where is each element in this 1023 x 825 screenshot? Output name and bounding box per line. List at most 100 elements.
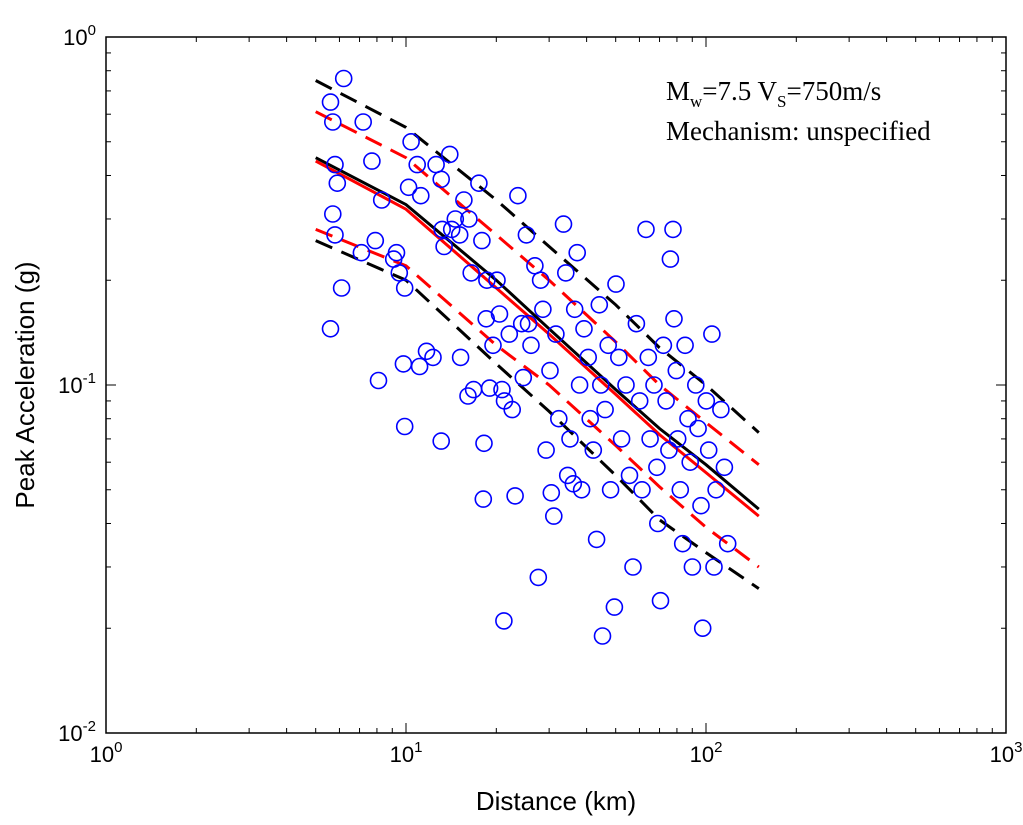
data-point (517, 226, 536, 244)
data-point (474, 490, 493, 508)
data-point (411, 186, 430, 205)
data-point (651, 591, 670, 610)
data-point (648, 458, 666, 477)
data-point (609, 348, 628, 367)
data-point (480, 379, 499, 397)
data-point (630, 392, 649, 410)
data-point (683, 558, 702, 576)
y-axis-title: Peak Acceleration (g) (10, 261, 40, 508)
data-point (477, 309, 496, 328)
data-point (446, 210, 465, 228)
data-point (587, 530, 606, 549)
data-point (641, 430, 659, 448)
data-point (547, 325, 565, 343)
y-tick-label: 10-2 (58, 718, 96, 746)
data-point (692, 496, 710, 515)
data-point (534, 300, 552, 319)
data-point (512, 314, 531, 333)
data-point (363, 152, 381, 170)
data-point (581, 409, 600, 428)
data-point (410, 357, 429, 376)
dashed-black-curve (315, 239, 760, 590)
data-point (332, 279, 351, 297)
data-point (679, 409, 697, 428)
plot-area-frame (105, 36, 1007, 734)
data-point (399, 178, 418, 197)
data-point (334, 69, 353, 88)
data-point (568, 243, 587, 262)
annotation-line-1: Mw=7.5 VS=750m/s (666, 76, 881, 111)
data-point (689, 419, 707, 438)
data-point (432, 432, 451, 450)
data-point (522, 336, 540, 355)
data-point (450, 226, 469, 244)
data-point (673, 534, 692, 553)
data-point (554, 215, 573, 233)
data-point (693, 619, 712, 638)
data-point (503, 400, 522, 419)
data-point (390, 264, 409, 282)
data-point (712, 400, 730, 419)
data-point (637, 220, 655, 239)
data-point (718, 534, 737, 553)
data-point (417, 342, 436, 361)
data-point (596, 400, 614, 419)
data-point (493, 380, 511, 399)
data-point (561, 430, 579, 448)
data-point (440, 145, 459, 164)
data-point (617, 376, 635, 394)
data-point (605, 598, 624, 616)
data-point (645, 376, 663, 394)
data-point (506, 487, 524, 505)
data-point (570, 376, 589, 394)
data-point (488, 271, 506, 290)
data-point (654, 336, 673, 355)
data-point (500, 325, 519, 343)
data-point (633, 480, 651, 499)
data-point (509, 186, 527, 205)
data-point (354, 113, 373, 131)
data-point (529, 568, 548, 587)
data-point (620, 466, 639, 485)
x-tick-label: 102 (690, 739, 723, 767)
data-point (321, 319, 340, 338)
data-point (549, 409, 568, 428)
x-tick-label: 103 (990, 739, 1023, 767)
points-layer (321, 69, 737, 645)
data-point (601, 480, 620, 499)
data-point (661, 250, 680, 268)
tick-labels-layer: 100 101 102 103 10-2 10-1 100 (58, 22, 1022, 767)
data-point (541, 361, 559, 380)
data-point (495, 612, 513, 630)
data-point (624, 558, 642, 576)
data-point (544, 507, 563, 525)
data-point (584, 441, 603, 459)
data-point (473, 231, 491, 250)
data-point (459, 387, 477, 405)
dashed-red-curve (315, 228, 760, 569)
data-point (699, 441, 718, 459)
data-point (665, 309, 683, 328)
data-point (432, 170, 451, 189)
data-point (366, 231, 385, 250)
data-point (664, 220, 682, 239)
data-point (321, 93, 340, 111)
solid-red-curve (314, 159, 760, 518)
data-point (648, 514, 667, 533)
data-point (565, 300, 584, 319)
dashed-black-curve (315, 79, 760, 434)
data-point (705, 558, 723, 576)
data-point (451, 348, 470, 367)
annotation-line-2: Mechanism: unspecified (666, 116, 931, 146)
data-point (660, 441, 678, 459)
data-point (703, 325, 721, 343)
data-point (607, 275, 625, 293)
data-point (326, 226, 344, 244)
data-point (627, 314, 646, 333)
data-point (579, 348, 598, 367)
x-axis-title: Distance (km) (476, 786, 636, 816)
data-point (460, 210, 478, 228)
data-point (490, 305, 509, 323)
data-point (667, 361, 686, 380)
